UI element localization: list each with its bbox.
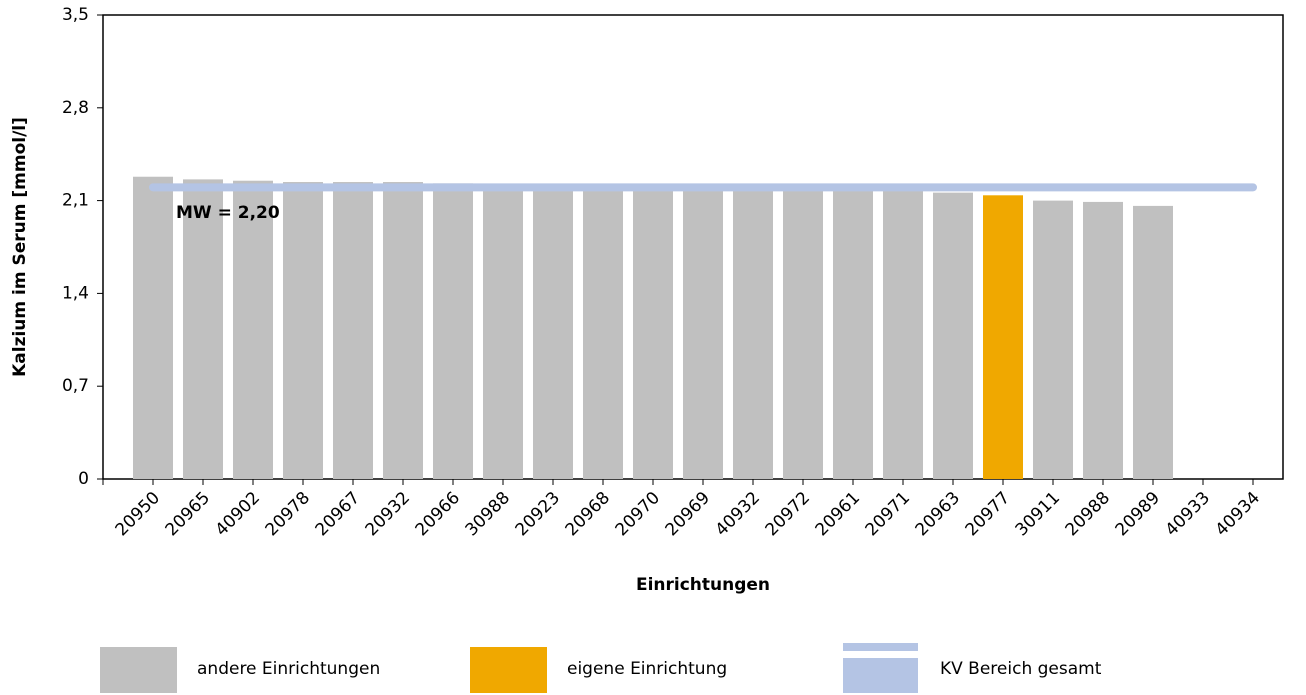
x-tick-label: 20923 xyxy=(512,488,564,540)
y-tick-label: 0,7 xyxy=(62,376,89,396)
x-tick-label: 20978 xyxy=(262,488,314,540)
bar xyxy=(233,180,273,479)
bar xyxy=(883,187,923,480)
legend-swatch xyxy=(843,643,918,651)
bar xyxy=(383,182,423,480)
x-tick-label: 30911 xyxy=(1012,488,1064,540)
bar xyxy=(283,182,323,480)
bar xyxy=(133,176,173,480)
bar xyxy=(933,192,973,479)
x-axis-label: Einrichtungen xyxy=(636,575,770,595)
annotation: MW = 2,20 xyxy=(176,203,280,223)
x-tick-label: 40902 xyxy=(212,488,264,540)
x-tick-label: 40934 xyxy=(1212,488,1264,540)
legend-swatch xyxy=(100,647,177,693)
x-tick-label: 20932 xyxy=(362,488,414,540)
bar xyxy=(683,186,723,479)
bar xyxy=(583,184,623,480)
x-tick-label: 20977 xyxy=(962,488,1014,540)
legend-label: andere Einrichtungen xyxy=(197,659,380,679)
y-tick-label: 1,4 xyxy=(62,283,89,303)
x-tick-label: 20970 xyxy=(612,488,664,540)
legend-label: KV Bereich gesamt xyxy=(940,659,1102,679)
y-tick-label: 0 xyxy=(78,469,89,489)
bar xyxy=(1133,205,1173,479)
x-tick-label: 30988 xyxy=(462,488,514,540)
legend-swatch xyxy=(843,658,918,693)
x-tick-label: 20969 xyxy=(662,488,714,540)
x-tick-label: 20988 xyxy=(1062,488,1114,540)
x-tick-label: 20971 xyxy=(862,488,914,540)
bar xyxy=(183,179,223,480)
bar xyxy=(983,195,1023,479)
bar xyxy=(783,186,823,479)
x-tick-label: 40932 xyxy=(712,488,764,540)
x-tick-label: 20966 xyxy=(412,488,464,540)
y-tick-label: 2,1 xyxy=(62,191,89,211)
x-tick-label: 20972 xyxy=(762,488,814,540)
bar xyxy=(1033,200,1073,479)
x-tick-label: 20963 xyxy=(912,488,964,540)
bar xyxy=(633,186,673,479)
x-tick-label: 20961 xyxy=(812,488,864,540)
legend-swatch xyxy=(470,647,547,693)
bar xyxy=(733,186,773,479)
y-tick-label: 2,8 xyxy=(62,98,89,118)
bar xyxy=(333,182,373,480)
bar xyxy=(833,187,873,480)
legend-label: eigene Einrichtung xyxy=(567,659,727,679)
bar xyxy=(433,183,473,479)
y-tick-label: 3,5 xyxy=(62,5,89,25)
x-tick-label: 20967 xyxy=(312,488,364,540)
y-axis-label: Kalzium im Serum [mmol/l] xyxy=(10,117,30,377)
x-tick-label: 20968 xyxy=(562,488,614,540)
bar xyxy=(483,184,523,480)
x-tick-label: 20989 xyxy=(1112,488,1164,540)
bar xyxy=(1083,201,1123,479)
bar xyxy=(533,184,573,480)
x-tick-label: 20965 xyxy=(162,488,214,540)
x-tick-label: 20950 xyxy=(112,488,164,540)
x-tick-label: 40933 xyxy=(1162,488,1214,540)
